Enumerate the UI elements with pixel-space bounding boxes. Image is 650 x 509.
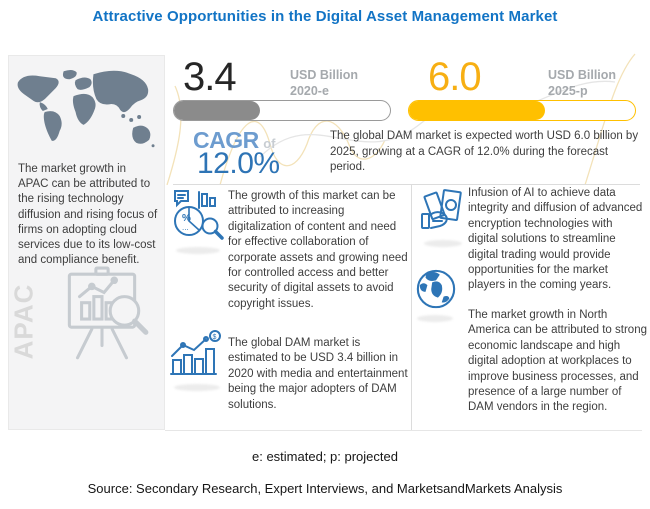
cagr-value: 12.0% — [197, 147, 280, 180]
globe-icon — [416, 269, 456, 309]
apac-description: The market growth in APAC can be attribu… — [18, 163, 158, 267]
svg-text:...: ... — [182, 223, 189, 232]
unit-label: USD Billion — [290, 68, 359, 82]
icon-shadow — [424, 240, 462, 247]
icon-shadow — [417, 315, 453, 322]
footnote: e: estimated; p: projected — [252, 449, 398, 464]
cagr-heading: CAGR of — [193, 127, 275, 154]
pie-chart-magnifier-icon: % ... — [174, 190, 224, 240]
cagr-of: of — [263, 136, 276, 151]
insight-ai-opportunity: Infusion of AI to achieve data integrity… — [468, 187, 643, 292]
market-size-2020-value: 3.4 — [183, 57, 237, 102]
growth-bar-chart-icon: $ — [170, 330, 221, 375]
market-size-2025-value: 6.0 — [428, 57, 482, 102]
horizontal-divider — [173, 184, 640, 185]
page-title: Attractive Opportunities in the Digital … — [92, 8, 558, 25]
chart-easel-magnifier-icon — [67, 266, 149, 360]
icon-shadow — [176, 247, 220, 254]
period-label: 2020-e — [290, 84, 329, 99]
market-size-2020-unit: USD Billion 2020-e — [290, 67, 358, 100]
source-line: Source: Secondary Research, Expert Inter… — [87, 481, 563, 496]
market-size-2025-unit: USD Billion 2025-p — [548, 67, 616, 100]
bottom-divider — [165, 430, 642, 431]
svg-text:$: $ — [213, 334, 217, 341]
icon-shadow — [174, 384, 220, 391]
period-label: 2025-p — [548, 84, 588, 99]
apac-panel: The market growth in APAC can be attribu… — [8, 55, 165, 430]
unit-label: USD Billion — [548, 68, 617, 82]
apac-vertical-label: APAC — [8, 283, 39, 360]
market-size-2025-bar — [408, 100, 636, 121]
market-size-2025-bar-fill — [409, 101, 545, 120]
market-size-2020-bar — [173, 100, 391, 121]
market-summary: The global DAM market is expected worth … — [330, 130, 639, 174]
insight-market-size: The global DAM market is estimated to be… — [228, 337, 408, 411]
insight-north-america: The market growth in North America can b… — [468, 309, 647, 414]
world-map — [17, 69, 155, 148]
svg-text:%: % — [182, 213, 191, 224]
insight-growth-drivers: The growth of this market can be attribu… — [228, 190, 408, 310]
vertical-divider — [411, 184, 412, 430]
cagr-label: CAGR — [193, 127, 259, 153]
money-hand-icon — [421, 189, 462, 229]
market-size-2020-bar-fill — [174, 101, 261, 120]
